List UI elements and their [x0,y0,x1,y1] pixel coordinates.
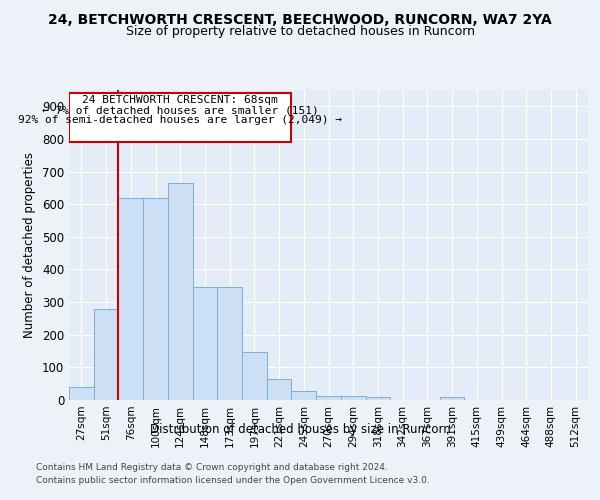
Bar [94,308,118,400]
Bar [267,379,292,400]
Bar [217,288,242,400]
Bar [69,387,94,400]
Bar [168,183,193,400]
Text: Contains HM Land Registry data © Crown copyright and database right 2024.: Contains HM Land Registry data © Crown c… [36,462,388,471]
Bar [143,198,168,400]
Text: 92% of semi-detached houses are larger (2,049) →: 92% of semi-detached houses are larger (… [18,115,342,125]
Bar [193,288,217,400]
Bar [69,94,292,142]
Bar [316,396,341,400]
Bar [365,396,390,400]
Y-axis label: Number of detached properties: Number of detached properties [23,152,37,338]
Bar [341,396,365,400]
Bar [118,198,143,400]
Text: Contains public sector information licensed under the Open Government Licence v3: Contains public sector information licen… [36,476,430,485]
Bar [242,352,267,400]
Text: 24, BETCHWORTH CRESCENT, BEECHWOOD, RUNCORN, WA7 2YA: 24, BETCHWORTH CRESCENT, BEECHWOOD, RUNC… [48,12,552,26]
Text: ← 7% of detached houses are smaller (151): ← 7% of detached houses are smaller (151… [42,105,319,115]
Text: Size of property relative to detached houses in Runcorn: Size of property relative to detached ho… [125,25,475,38]
Text: Distribution of detached houses by size in Runcorn: Distribution of detached houses by size … [149,422,451,436]
Bar [292,391,316,400]
Text: 24 BETCHWORTH CRESCENT: 68sqm: 24 BETCHWORTH CRESCENT: 68sqm [82,96,278,106]
Bar [440,398,464,400]
